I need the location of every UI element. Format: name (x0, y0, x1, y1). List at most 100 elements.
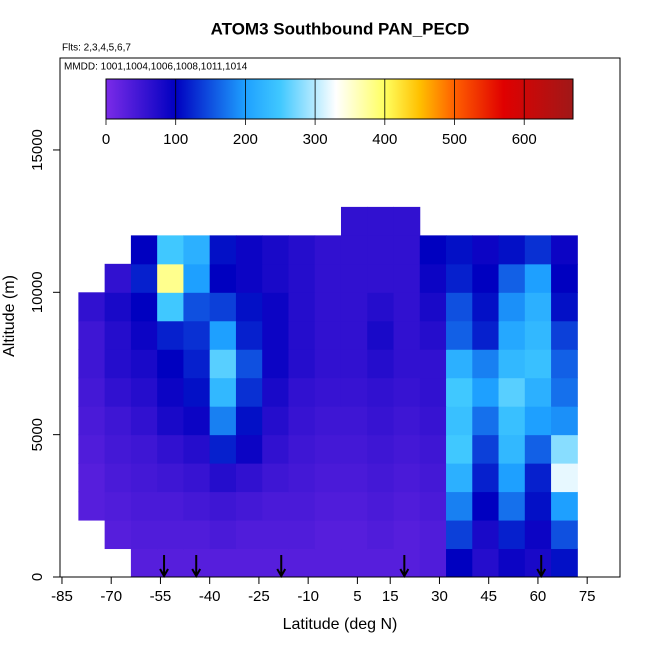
heatmap-cell (130, 463, 158, 493)
heatmap-cell (393, 434, 421, 464)
x-axis-label: Latitude (deg N) (283, 616, 398, 633)
heatmap-cell (472, 377, 500, 407)
y-tick-label: 15000 (29, 129, 46, 171)
heatmap-cell (288, 292, 316, 322)
heatmap-cell (472, 520, 500, 550)
heatmap-cell (419, 434, 447, 464)
heatmap-cell (393, 320, 421, 350)
heatmap-cell (367, 491, 395, 521)
heatmap-cell (340, 263, 368, 293)
heatmap-cell (157, 491, 184, 521)
x-tick-label: 60 (530, 588, 547, 605)
heatmap-cell (498, 263, 526, 293)
heatmap-cell (340, 548, 368, 578)
heatmap-cell (524, 434, 552, 464)
x-tick-label: 5 (353, 588, 361, 605)
heatmap-cell (130, 320, 158, 350)
heatmap-cell (157, 320, 184, 350)
y-tick-label: 10000 (29, 271, 46, 313)
y-axis-label: Altitude (m) (1, 275, 18, 357)
heatmap-cell (314, 377, 342, 407)
colorbar-tick-label: 300 (303, 131, 328, 148)
heatmap-cell (314, 292, 342, 322)
heatmap-cell (498, 434, 526, 464)
heatmap-cell (130, 434, 158, 464)
heatmap-cell (288, 377, 316, 407)
heatmap-cell (288, 491, 316, 521)
heatmap-cell (419, 548, 447, 578)
heatmap-cell (209, 463, 237, 493)
heatmap-cell (524, 320, 552, 350)
heatmap-cell (340, 320, 368, 350)
heatmap-cell (367, 463, 395, 493)
flight-marker (276, 555, 287, 579)
heatmap-cell (183, 406, 211, 436)
heatmap-cell (262, 292, 289, 322)
heatmap-cell (551, 463, 578, 493)
heatmap-cell (209, 406, 237, 436)
heatmap-cell (340, 463, 368, 493)
heatmap-cell (130, 377, 158, 407)
heatmap-cell (104, 434, 132, 464)
heatmap-cell (78, 292, 106, 322)
heatmap-cell (288, 548, 316, 578)
heatmap-cell (183, 434, 211, 464)
flight-marker (191, 555, 202, 579)
heatmap-cell (262, 434, 289, 464)
flight-marker (159, 555, 169, 579)
heatmap-cell (446, 520, 473, 550)
heatmap-cell (419, 320, 447, 350)
annotation: Flts: 2,3,4,5,6,7 (62, 43, 131, 54)
heatmap-cell (446, 235, 473, 265)
heatmap-cell (551, 548, 578, 578)
heatmap-cell (524, 491, 552, 521)
heatmap-cell (446, 491, 473, 521)
heatmap-cell (78, 377, 106, 407)
heatmap-cell (498, 491, 526, 521)
heatmap-cell (104, 320, 132, 350)
heatmap-cell (340, 292, 368, 322)
heatmap-cell (340, 520, 368, 550)
colorbar-tick-label: 100 (163, 131, 188, 148)
heatmap-cell (551, 520, 578, 550)
heatmap-cell (551, 263, 578, 293)
heatmap-cell (498, 463, 526, 493)
heatmap-cell (157, 463, 184, 493)
heatmap-cell (340, 235, 368, 265)
heatmap-cell (446, 548, 473, 578)
heatmap-cell (340, 491, 368, 521)
heatmap-cell (209, 292, 237, 322)
heatmap-cell (288, 349, 316, 379)
heatmap-cell (524, 235, 552, 265)
heatmap-cell (472, 434, 500, 464)
heatmap-cell (288, 320, 316, 350)
heatmap-cell (104, 463, 132, 493)
heatmap-cell (524, 377, 552, 407)
heatmap-cell (157, 434, 184, 464)
heatmap-cell (235, 292, 263, 322)
heatmap-cell (367, 320, 395, 350)
heatmap-cell (130, 349, 158, 379)
heatmap-cell (314, 406, 342, 436)
heatmap-cell (524, 463, 552, 493)
colorbar-tick-label: 0 (102, 131, 110, 148)
chart-title: ATOM3 Southbound PAN_PECD (211, 19, 470, 38)
x-tick-label: 15 (382, 588, 399, 605)
heatmap-cell (183, 349, 211, 379)
heatmap-cell (498, 520, 526, 550)
heatmap-cell (393, 520, 421, 550)
heatmap-cell (183, 463, 211, 493)
heatmap-cell (498, 406, 526, 436)
heatmap-cell (472, 292, 500, 322)
heatmap-cell (104, 520, 132, 550)
heatmap-cell (288, 434, 316, 464)
heatmap-cell (183, 491, 211, 521)
heatmap-cell (498, 349, 526, 379)
x-tick-label: 75 (579, 588, 596, 605)
plot-frame (59, 57, 621, 578)
heatmap-cell (367, 406, 395, 436)
heatmap-cell (393, 406, 421, 436)
x-tick-label: -70 (100, 588, 122, 605)
heatmap-cell (78, 349, 106, 379)
